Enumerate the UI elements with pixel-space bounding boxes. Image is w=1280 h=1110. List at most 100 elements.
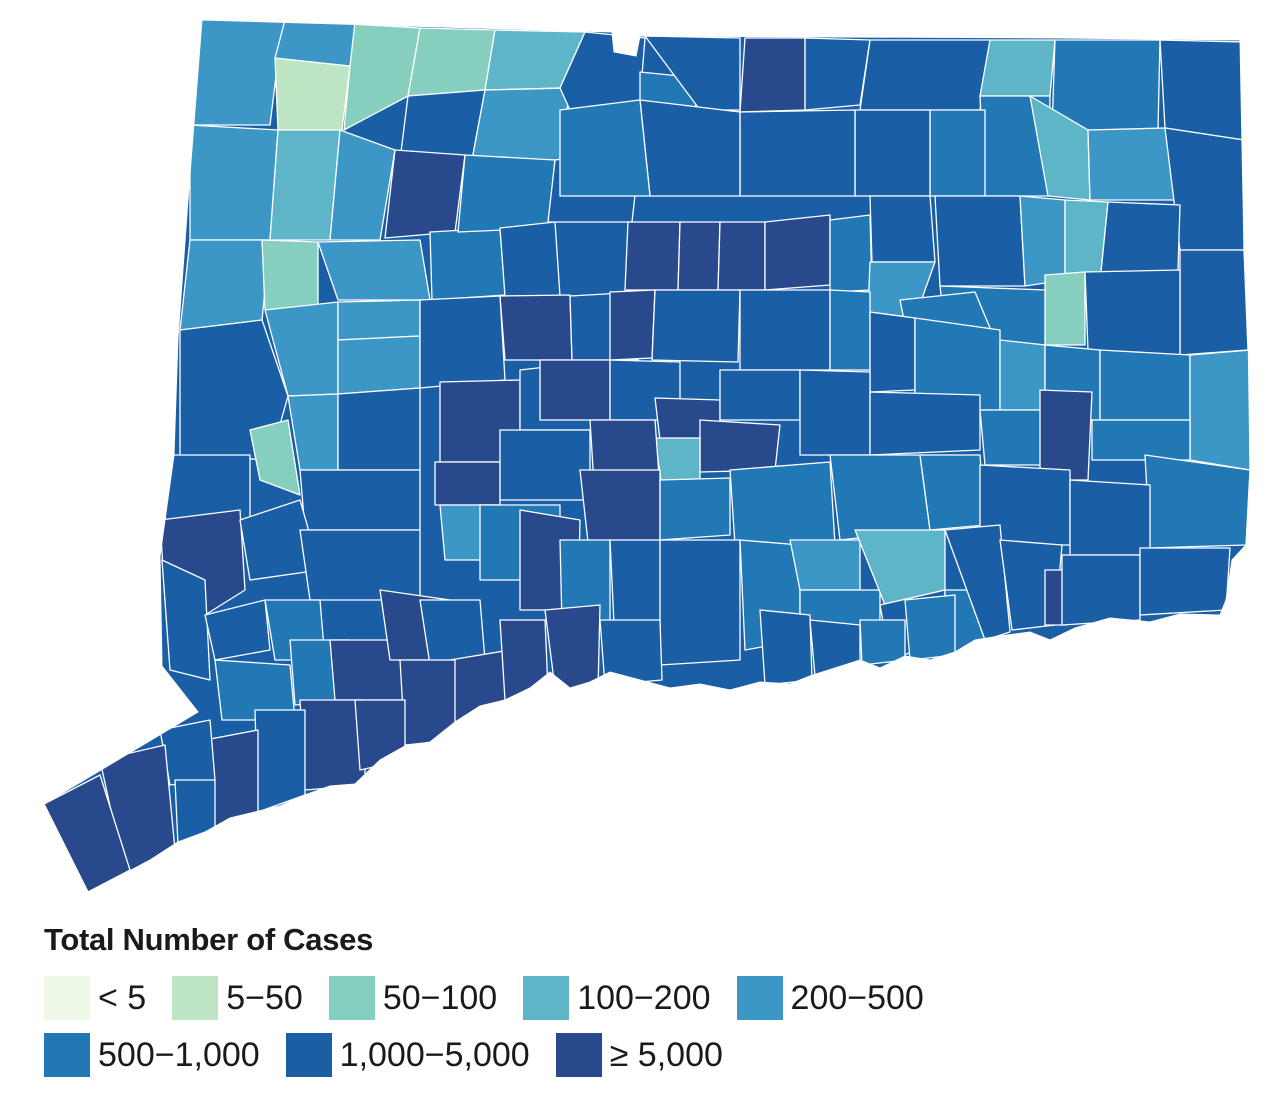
legend-swatch xyxy=(736,976,783,1020)
town-polygon xyxy=(609,289,656,361)
legend-item: 200−500 xyxy=(736,976,924,1020)
legend-swatch xyxy=(555,1033,602,1077)
town-polygon xyxy=(659,477,731,541)
town-polygon xyxy=(384,149,466,239)
town-polygon xyxy=(269,129,341,241)
town-polygon xyxy=(1139,547,1231,616)
town-polygon xyxy=(1084,269,1181,356)
town-polygon xyxy=(919,454,986,531)
legend-item: 5−50 xyxy=(172,976,303,1020)
legend-item: ≥ 5,000 xyxy=(555,1033,723,1077)
town-polygon xyxy=(699,419,781,473)
town-polygon xyxy=(904,594,956,661)
legend-row-2: 500−1,000 1,000−5,000 ≥ 5,000 xyxy=(44,1031,1244,1079)
town-polygon xyxy=(599,619,663,686)
legend-item: 500−1,000 xyxy=(44,1033,260,1077)
town-polygon xyxy=(639,99,741,197)
town-polygon xyxy=(337,335,421,395)
town-polygon xyxy=(317,239,431,301)
legend-swatch xyxy=(328,976,375,1020)
town-polygon xyxy=(719,369,801,421)
legend-swatch xyxy=(285,1033,332,1077)
town-polygon xyxy=(337,387,421,471)
town-polygon xyxy=(739,109,856,197)
legend-swatch xyxy=(44,976,90,1020)
town-polygon xyxy=(759,609,813,686)
town-polygon xyxy=(729,461,836,546)
town-polygon xyxy=(929,109,986,197)
town-polygon xyxy=(1019,195,1066,287)
town-polygon xyxy=(829,214,873,293)
town-polygon xyxy=(299,469,421,531)
town-polygon xyxy=(261,239,319,311)
town-polygon xyxy=(1044,271,1086,346)
town-polygon xyxy=(189,124,279,241)
town-polygons xyxy=(44,20,1250,892)
town-polygon xyxy=(764,214,831,291)
town-polygon xyxy=(869,391,981,456)
town-polygon xyxy=(859,39,991,111)
town-polygon xyxy=(299,529,421,601)
town-polygon xyxy=(1061,554,1141,626)
map-legend: Total Number of Cases < 5 5−50 50−100 10… xyxy=(44,920,1244,1088)
legend-label: 200−500 xyxy=(790,978,924,1017)
legend-item: 1,000−5,000 xyxy=(285,1033,530,1077)
legend-label: 5−50 xyxy=(226,978,303,1017)
legend-swatch xyxy=(523,976,570,1020)
town-polygon xyxy=(204,599,271,661)
town-polygon xyxy=(677,221,721,291)
town-polygon xyxy=(1039,389,1093,481)
town-polygon xyxy=(544,604,601,691)
town-polygon xyxy=(717,221,766,291)
town-polygon xyxy=(651,289,741,363)
town-polygon xyxy=(249,419,301,496)
town-polygon xyxy=(399,659,456,746)
legend-swatch xyxy=(44,1033,90,1077)
town-polygon xyxy=(499,619,549,701)
town-polygon xyxy=(429,227,506,301)
legend-swatch xyxy=(172,976,219,1020)
town-polygon xyxy=(539,359,611,421)
town-polygon xyxy=(829,289,871,371)
choropleth-map xyxy=(43,19,1251,893)
town-polygon xyxy=(274,20,356,67)
town-polygon xyxy=(869,195,936,263)
town-polygon xyxy=(161,559,211,681)
town-polygon xyxy=(829,454,931,541)
town-polygon xyxy=(407,27,496,97)
town-polygon xyxy=(789,539,861,591)
town-polygon xyxy=(434,461,501,506)
town-polygon xyxy=(869,311,916,393)
town-polygon xyxy=(254,709,306,813)
legend-label: ≥ 5,000 xyxy=(609,1035,723,1074)
town-polygon xyxy=(1144,454,1250,549)
legend-label: < 5 xyxy=(98,978,147,1017)
town-polygon xyxy=(1069,479,1151,556)
town-polygon xyxy=(979,39,1056,97)
legend-label: 1,000−5,000 xyxy=(339,1035,530,1074)
town-polygon xyxy=(944,524,1011,641)
town-polygon xyxy=(854,109,931,197)
town-polygon xyxy=(337,299,421,341)
town-polygon xyxy=(1087,127,1179,201)
town-polygon xyxy=(179,239,271,331)
legend-item: < 5 xyxy=(44,976,146,1020)
town-polygon xyxy=(739,37,806,113)
legend-title: Total Number of Cases xyxy=(44,922,374,957)
town-polygon xyxy=(859,619,906,666)
town-polygon xyxy=(299,699,366,791)
legend-label: 500−1,000 xyxy=(98,1035,260,1074)
legend-label: 100−200 xyxy=(577,978,711,1017)
town-polygon xyxy=(1051,39,1161,131)
town-polygon xyxy=(499,429,591,501)
town-polygon xyxy=(419,295,506,389)
town-polygon xyxy=(189,20,286,126)
town-polygon xyxy=(499,221,561,297)
town-polygon xyxy=(739,289,831,371)
town-polygon xyxy=(799,369,871,456)
legend-item: 100−200 xyxy=(523,976,711,1020)
town-polygon xyxy=(399,89,486,161)
legend-item: 50−100 xyxy=(328,976,497,1020)
town-polygon xyxy=(559,99,651,197)
town-polygon xyxy=(1159,39,1245,141)
